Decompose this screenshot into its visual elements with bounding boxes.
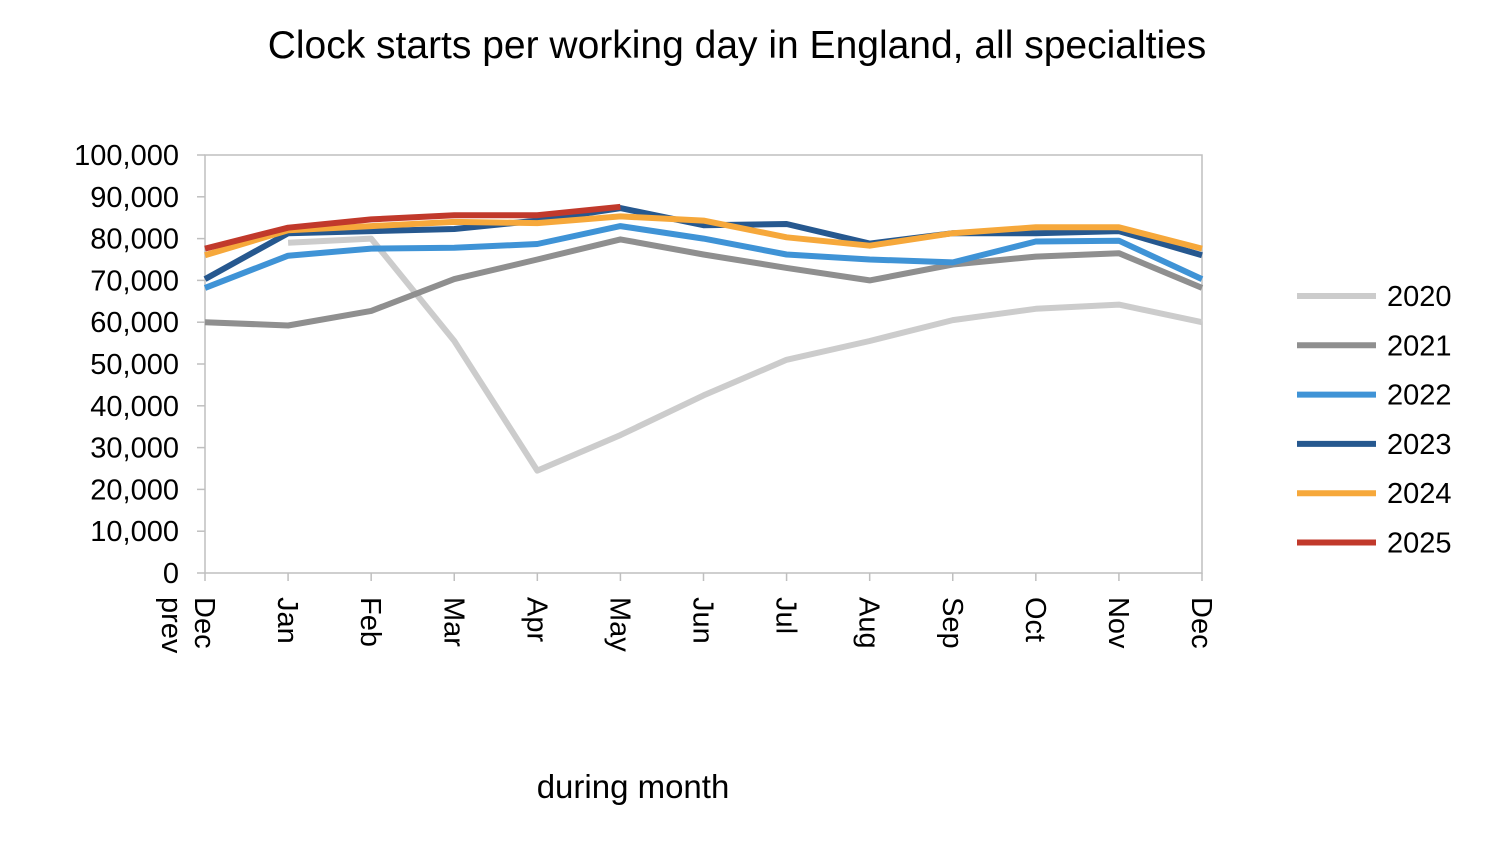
y-tick-label: 10,000 — [90, 516, 179, 548]
x-tick-label: Jan — [271, 597, 303, 644]
x-tick-label: Aug — [853, 597, 885, 649]
legend: 2020 2021 2022 2023 2024 2025 — [1297, 281, 1452, 560]
series-lines — [203, 203, 1204, 474]
x-tick-label: Jun — [687, 597, 719, 644]
x-tick-label: Decprev — [155, 597, 220, 654]
legend-label-2023: 2023 — [1387, 429, 1452, 461]
x-tick-label: May — [603, 597, 635, 652]
legend-label-2021: 2021 — [1387, 330, 1452, 362]
series-line-2023 — [203, 205, 1203, 282]
series-line-2020 — [287, 235, 1203, 474]
y-tick-label: 40,000 — [90, 391, 179, 423]
series-line-2021 — [204, 236, 1204, 329]
x-tick-label: Sep — [936, 597, 968, 649]
x-tick-label: Feb — [354, 597, 386, 647]
x-axis-title: during month — [537, 768, 730, 805]
x-tick-label: Apr — [520, 597, 552, 642]
x-tick-label: Jul — [770, 597, 802, 634]
y-tick-label: 70,000 — [90, 265, 179, 297]
y-tick-label: 60,000 — [90, 307, 179, 339]
y-tick-label: 90,000 — [90, 182, 179, 214]
x-tick-label: Oct — [1019, 597, 1051, 642]
x-tick-label: Dec — [1185, 597, 1217, 649]
chart-title: Clock starts per working day in England,… — [268, 24, 1207, 67]
series-line-2024 — [204, 213, 1203, 259]
y-axis: 0 10,000 20,000 30,000 40,000 50,000 60,000 70,… — [74, 140, 205, 590]
series-line-2025 — [204, 203, 621, 252]
legend-label-2024: 2024 — [1387, 478, 1452, 510]
series-line-2022 — [203, 223, 1204, 291]
y-tick-label: 80,000 — [90, 224, 179, 256]
y-tick-label: 100,000 — [74, 140, 179, 172]
x-tick-label: Mar — [437, 597, 469, 647]
legend-label-2025: 2025 — [1387, 528, 1452, 560]
x-tick-label: Nov — [1102, 597, 1134, 649]
y-tick-label: 20,000 — [90, 474, 179, 506]
y-tick-label: 30,000 — [90, 433, 179, 465]
y-tick-label: 50,000 — [90, 349, 179, 381]
legend-label-2022: 2022 — [1387, 380, 1452, 412]
y-tick-label: 0 — [163, 558, 179, 590]
legend-label-2020: 2020 — [1387, 281, 1452, 313]
x-axis: Decprev Jan Feb Mar Apr May Jun Jul Aug Sep Oct Nov… — [155, 573, 1217, 654]
